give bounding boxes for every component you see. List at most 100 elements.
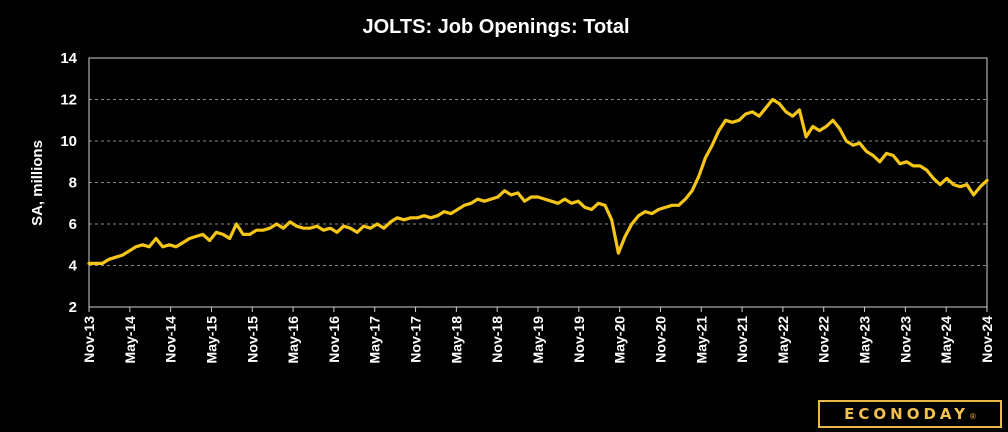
data-point bbox=[631, 223, 633, 225]
data-point bbox=[155, 237, 157, 239]
data-point bbox=[925, 169, 927, 171]
data-point bbox=[946, 177, 948, 179]
data-point bbox=[952, 183, 954, 185]
data-point bbox=[456, 208, 458, 210]
data-point bbox=[309, 227, 311, 229]
data-point bbox=[798, 109, 800, 111]
data-point bbox=[470, 202, 472, 204]
data-point bbox=[657, 208, 659, 210]
data-point bbox=[805, 136, 807, 138]
chart-title: JOLTS: Job Openings: Total bbox=[362, 16, 629, 38]
data-point bbox=[349, 227, 351, 229]
data-point bbox=[966, 183, 968, 185]
data-point bbox=[229, 237, 231, 239]
data-point bbox=[282, 227, 284, 229]
data-point bbox=[175, 246, 177, 248]
data-point bbox=[704, 156, 706, 158]
data-point bbox=[476, 198, 478, 200]
data-point bbox=[336, 231, 338, 233]
data-point bbox=[637, 215, 639, 217]
data-point bbox=[208, 239, 210, 241]
data-point bbox=[135, 246, 137, 248]
data-point bbox=[684, 198, 686, 200]
y-axis-ticks: 2 4 6 8 10 12 14 bbox=[60, 50, 77, 316]
data-point bbox=[758, 115, 760, 117]
data-point bbox=[959, 185, 961, 187]
data-point bbox=[577, 200, 579, 202]
x-tick-label: Nov-15 bbox=[244, 316, 260, 363]
data-point bbox=[316, 225, 318, 227]
data-point bbox=[791, 115, 793, 117]
data-point bbox=[617, 252, 619, 254]
logo-text: ECONODAY bbox=[844, 405, 969, 423]
data-point bbox=[852, 144, 854, 146]
data-point bbox=[517, 192, 519, 194]
data-point bbox=[644, 210, 646, 212]
x-tick-label: Nov-21 bbox=[734, 316, 750, 363]
data-point bbox=[430, 217, 432, 219]
data-point bbox=[604, 204, 606, 206]
x-tick-label: Nov-13 bbox=[81, 316, 97, 363]
data-point bbox=[296, 225, 298, 227]
data-point bbox=[812, 125, 814, 127]
data-point bbox=[698, 175, 700, 177]
data-point bbox=[570, 202, 572, 204]
data-point bbox=[483, 200, 485, 202]
data-point bbox=[972, 194, 974, 196]
x-tick-label: May-16 bbox=[285, 316, 301, 364]
data-point bbox=[497, 196, 499, 198]
data-point bbox=[101, 262, 103, 264]
data-point bbox=[275, 223, 277, 225]
data-point bbox=[530, 196, 532, 198]
y-tick-label: 8 bbox=[69, 175, 77, 192]
data-point bbox=[363, 225, 365, 227]
data-point bbox=[845, 140, 847, 142]
data-point bbox=[202, 233, 204, 235]
data-point bbox=[188, 237, 190, 239]
data-point bbox=[523, 200, 525, 202]
data-point bbox=[302, 227, 304, 229]
data-point bbox=[255, 229, 257, 231]
data-point bbox=[590, 208, 592, 210]
data-point bbox=[148, 246, 150, 248]
x-tick-label: Nov-20 bbox=[652, 316, 668, 363]
x-tick-label: May-21 bbox=[693, 316, 709, 364]
data-point bbox=[436, 215, 438, 217]
y-tick-label: 4 bbox=[69, 258, 78, 275]
data-point bbox=[678, 204, 680, 206]
data-point bbox=[718, 129, 720, 131]
data-point bbox=[885, 152, 887, 154]
data-point bbox=[115, 256, 117, 258]
data-point bbox=[738, 119, 740, 121]
data-point bbox=[818, 129, 820, 131]
data-point bbox=[269, 227, 271, 229]
data-point bbox=[832, 119, 834, 121]
data-point bbox=[745, 113, 747, 115]
data-point bbox=[872, 154, 874, 156]
x-tick-label: May-20 bbox=[612, 316, 628, 364]
data-point bbox=[262, 229, 264, 231]
series-line bbox=[87, 97, 989, 265]
y-axis-label: SA, millions bbox=[29, 140, 46, 226]
data-point bbox=[912, 165, 914, 167]
data-point bbox=[838, 127, 840, 129]
data-point bbox=[443, 210, 445, 212]
data-point bbox=[356, 231, 358, 233]
data-point bbox=[691, 190, 693, 192]
data-point bbox=[128, 250, 130, 252]
data-point bbox=[858, 142, 860, 144]
y-tick-label: 2 bbox=[69, 299, 77, 316]
data-point bbox=[771, 98, 773, 100]
y-tick-label: 12 bbox=[60, 92, 77, 109]
x-tick-label: May-14 bbox=[122, 316, 138, 364]
data-point bbox=[550, 200, 552, 202]
econoday-logo: ECONODAY ® bbox=[818, 400, 1002, 428]
data-point bbox=[141, 244, 143, 246]
data-point bbox=[564, 198, 566, 200]
data-point bbox=[383, 227, 385, 229]
x-tick-label: May-15 bbox=[203, 316, 219, 364]
data-point bbox=[222, 233, 224, 235]
data-point bbox=[731, 121, 733, 123]
y-tick-label: 6 bbox=[69, 216, 77, 233]
data-point bbox=[919, 165, 921, 167]
